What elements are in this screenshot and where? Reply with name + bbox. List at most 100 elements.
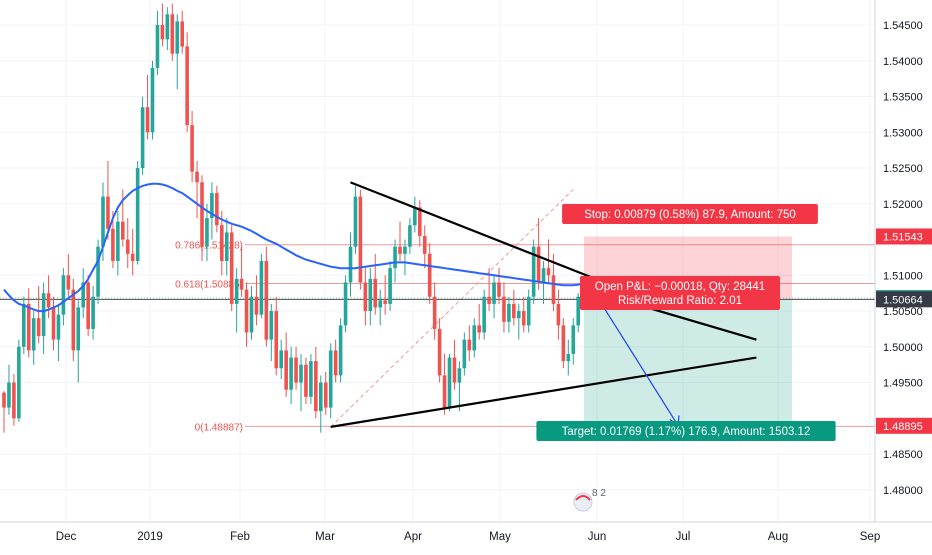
candle[interactable] xyxy=(160,3,165,47)
candle[interactable] xyxy=(452,339,457,390)
candle[interactable] xyxy=(61,268,66,326)
candle[interactable] xyxy=(2,391,6,433)
candle[interactable] xyxy=(432,282,437,340)
candle[interactable] xyxy=(210,182,214,240)
candle[interactable] xyxy=(566,339,571,376)
candle[interactable] xyxy=(328,343,333,419)
candle[interactable] xyxy=(254,275,259,326)
candle[interactable] xyxy=(314,346,318,419)
candle[interactable] xyxy=(368,268,373,326)
candle[interactable] xyxy=(571,318,576,365)
candle[interactable] xyxy=(462,332,467,376)
candle[interactable] xyxy=(398,221,402,261)
candle[interactable] xyxy=(517,303,521,340)
candle[interactable] xyxy=(576,293,580,333)
candle[interactable] xyxy=(531,239,536,304)
candle[interactable] xyxy=(46,275,51,319)
candle[interactable] xyxy=(427,243,432,304)
candle[interactable] xyxy=(31,311,36,365)
candle[interactable] xyxy=(229,225,234,312)
candle[interactable] xyxy=(170,3,175,61)
candle[interactable] xyxy=(155,10,160,76)
candle[interactable] xyxy=(333,339,338,383)
candle[interactable] xyxy=(353,185,358,254)
candle[interactable] xyxy=(294,346,298,390)
candle[interactable] xyxy=(388,261,392,312)
candle[interactable] xyxy=(17,339,21,422)
candle[interactable] xyxy=(304,357,308,405)
candle[interactable] xyxy=(561,318,566,369)
candle[interactable] xyxy=(502,282,506,333)
candle[interactable] xyxy=(526,289,531,333)
candle[interactable] xyxy=(343,275,348,333)
candle[interactable] xyxy=(12,373,16,426)
candle[interactable] xyxy=(249,286,254,340)
candle[interactable] xyxy=(284,332,288,397)
candle[interactable] xyxy=(86,275,90,337)
candle[interactable] xyxy=(195,160,199,219)
candle[interactable] xyxy=(269,303,274,362)
candle[interactable] xyxy=(190,110,194,183)
candle[interactable] xyxy=(309,353,313,405)
candle[interactable] xyxy=(363,268,368,326)
candle[interactable] xyxy=(140,96,145,176)
candle[interactable] xyxy=(56,303,61,362)
candle[interactable] xyxy=(180,10,184,54)
candle[interactable] xyxy=(338,318,343,383)
lower-trendline[interactable] xyxy=(330,356,757,428)
candle[interactable] xyxy=(358,189,363,290)
candle[interactable] xyxy=(492,275,496,319)
candle[interactable] xyxy=(477,303,481,340)
candle[interactable] xyxy=(393,239,397,283)
candle[interactable] xyxy=(224,218,229,276)
candle[interactable] xyxy=(274,296,279,376)
candle[interactable] xyxy=(106,160,110,240)
candle[interactable] xyxy=(116,210,120,276)
candle[interactable] xyxy=(51,296,56,351)
candle[interactable] xyxy=(125,218,130,269)
candle[interactable] xyxy=(512,289,516,326)
candle[interactable] xyxy=(81,268,85,319)
candle[interactable] xyxy=(205,203,209,261)
candle[interactable] xyxy=(244,282,249,347)
forecast-arrow-line[interactable] xyxy=(597,297,679,426)
candle[interactable] xyxy=(279,339,283,379)
candle[interactable] xyxy=(497,268,501,304)
candle[interactable] xyxy=(150,60,155,140)
candle[interactable] xyxy=(145,75,150,140)
candle[interactable] xyxy=(71,278,76,362)
candle[interactable] xyxy=(289,346,293,405)
candle[interactable] xyxy=(413,196,417,233)
candle[interactable] xyxy=(437,318,442,383)
candle[interactable] xyxy=(234,268,239,333)
candle[interactable] xyxy=(422,225,427,269)
candle[interactable] xyxy=(76,300,81,383)
candle[interactable] xyxy=(66,253,71,297)
candle[interactable] xyxy=(323,371,328,415)
candle[interactable] xyxy=(472,318,477,358)
candle[interactable] xyxy=(175,14,180,90)
upper-trendline[interactable] xyxy=(350,181,624,291)
candle[interactable] xyxy=(319,375,323,433)
candle[interactable] xyxy=(220,210,224,276)
candle[interactable] xyxy=(130,228,135,276)
candle[interactable] xyxy=(536,218,541,290)
candle[interactable] xyxy=(467,325,472,362)
candle[interactable] xyxy=(7,364,11,415)
candle[interactable] xyxy=(96,239,100,304)
candle[interactable] xyxy=(507,296,511,333)
candle[interactable] xyxy=(408,218,412,254)
candle[interactable] xyxy=(26,288,31,358)
candle[interactable] xyxy=(36,286,41,344)
candle[interactable] xyxy=(348,232,353,297)
candle[interactable] xyxy=(383,275,387,315)
candle[interactable] xyxy=(264,246,269,347)
candle[interactable] xyxy=(259,253,264,319)
candle[interactable] xyxy=(41,282,46,354)
candle[interactable] xyxy=(91,286,95,340)
candle[interactable] xyxy=(556,289,561,340)
candle[interactable] xyxy=(521,296,526,333)
candle[interactable] xyxy=(457,361,462,412)
candle[interactable] xyxy=(373,253,378,315)
